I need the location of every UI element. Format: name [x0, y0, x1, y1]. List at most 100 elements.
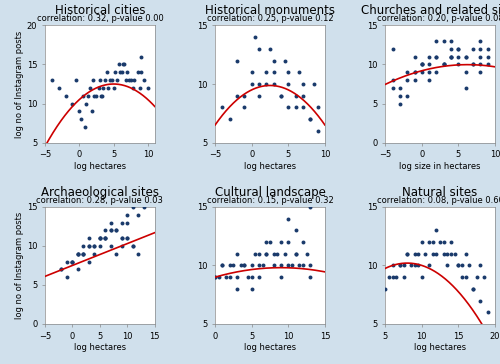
Point	[432, 54, 440, 60]
Point	[396, 262, 404, 268]
Point	[118, 62, 126, 67]
Point	[252, 251, 260, 257]
Point	[469, 62, 477, 67]
Point	[118, 235, 126, 241]
Point	[255, 46, 263, 52]
Point	[418, 62, 426, 67]
Point	[112, 251, 120, 257]
Point	[107, 243, 115, 249]
Point	[96, 235, 104, 241]
Point	[277, 93, 285, 99]
Point	[418, 62, 426, 67]
Point	[280, 251, 288, 257]
Point	[92, 93, 100, 99]
Text: correlation: 0.20, p-value 0.08: correlation: 0.20, p-value 0.08	[376, 14, 500, 23]
Point	[385, 274, 393, 280]
Point	[299, 104, 307, 110]
Point	[476, 38, 484, 44]
Point	[118, 219, 126, 225]
Point	[94, 85, 102, 91]
Point	[284, 70, 292, 75]
Point	[218, 262, 226, 268]
Point	[90, 251, 98, 257]
Point	[447, 54, 455, 60]
Point	[89, 77, 97, 83]
Point	[447, 38, 455, 44]
Point	[440, 38, 448, 44]
Point	[484, 54, 492, 60]
Point	[407, 262, 415, 268]
Point	[476, 54, 484, 60]
Point	[314, 104, 322, 110]
Point	[476, 62, 484, 67]
Point	[388, 262, 396, 268]
Point	[425, 54, 433, 60]
Point	[48, 77, 56, 83]
Point	[476, 70, 484, 75]
Point	[425, 70, 433, 75]
Point	[469, 286, 477, 292]
Point	[137, 54, 145, 60]
Point	[102, 235, 110, 241]
Point	[80, 251, 88, 257]
Point	[484, 46, 492, 52]
Point	[403, 77, 411, 83]
Point	[410, 70, 418, 75]
Point	[74, 251, 82, 257]
Point	[425, 77, 433, 83]
Point	[284, 262, 292, 268]
Point	[124, 219, 132, 225]
Point	[476, 262, 484, 268]
Point	[284, 104, 292, 110]
Point	[396, 85, 404, 91]
X-axis label: log hectares: log hectares	[74, 343, 126, 352]
Point	[107, 228, 115, 233]
Point	[129, 85, 137, 91]
Point	[113, 77, 121, 83]
Point	[454, 46, 462, 52]
Point	[425, 239, 433, 245]
Point	[306, 116, 314, 122]
Point	[388, 77, 396, 83]
Point	[58, 266, 66, 272]
Point	[140, 204, 148, 210]
Point	[244, 274, 252, 280]
Point	[98, 93, 106, 99]
Point	[410, 262, 418, 268]
Point	[80, 251, 88, 257]
Point	[240, 93, 248, 99]
Point	[262, 239, 270, 245]
Point	[215, 274, 223, 280]
Point	[429, 251, 437, 257]
Point	[136, 85, 143, 91]
Point	[255, 93, 263, 99]
Point	[90, 243, 98, 249]
Point	[418, 274, 426, 280]
Point	[277, 262, 285, 268]
Point	[86, 85, 94, 91]
Point	[98, 93, 106, 99]
Point	[226, 116, 234, 122]
Point	[248, 81, 256, 87]
Title: Natural sites: Natural sites	[402, 186, 477, 199]
Point	[118, 243, 126, 249]
Point	[447, 54, 455, 60]
Point	[306, 116, 314, 122]
Text: correlation: 0.15, p-value 0.32: correlation: 0.15, p-value 0.32	[206, 195, 334, 205]
Point	[82, 100, 90, 106]
Point	[469, 62, 477, 67]
Point	[124, 212, 132, 218]
Point	[469, 46, 477, 52]
Point	[447, 239, 455, 245]
Point	[422, 251, 430, 257]
Point	[78, 116, 86, 122]
Title: Cultural landscape: Cultural landscape	[214, 186, 326, 199]
Point	[310, 81, 318, 87]
Point	[134, 212, 142, 218]
Point	[124, 70, 132, 75]
Point	[110, 85, 118, 91]
Point	[418, 70, 426, 75]
Point	[425, 62, 433, 67]
Point	[124, 77, 132, 83]
Point	[262, 81, 270, 87]
